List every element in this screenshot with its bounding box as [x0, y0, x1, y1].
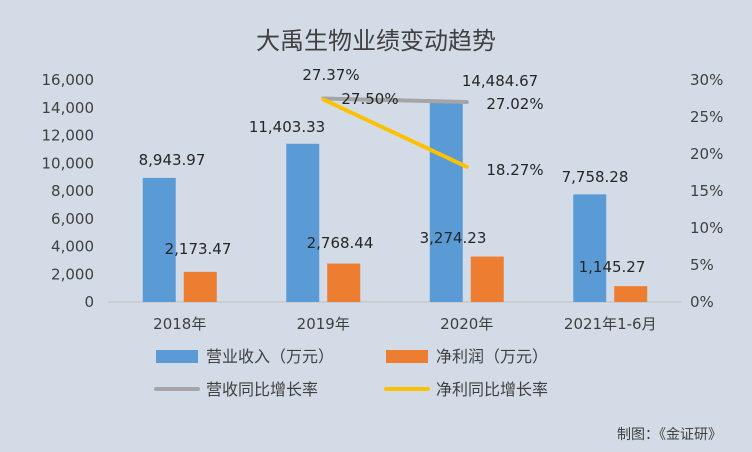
revenue-growth-line [321, 96, 469, 105]
revenue-bar [573, 194, 607, 302]
legend-swatch [386, 350, 428, 363]
x-tick-label: 2018年 [153, 315, 206, 333]
profit-growth-line [321, 97, 469, 169]
net-profit-bar [327, 263, 361, 302]
y-right-tick-label: 15% [690, 182, 723, 200]
revenue-data-label: 8,943.97 [139, 151, 206, 169]
net-profit-data-label: 1,145.27 [579, 258, 646, 276]
y-right-tick-label: 5% [690, 256, 714, 274]
revenue-data-label: 11,403.33 [249, 118, 325, 136]
net-profit-bar [470, 256, 504, 302]
legend-swatch [156, 350, 198, 363]
revenue-bar [429, 101, 463, 302]
legend-label: 营业收入（万元） [206, 347, 334, 366]
y-left-tick-label: 8,000 [51, 182, 94, 200]
chart-credit: 制图：《金证研》 [617, 427, 722, 443]
revenue-bar [142, 177, 176, 302]
y-left-tick-label: 6,000 [51, 210, 94, 228]
net-profit-bar [614, 286, 648, 302]
legend-label: 营收同比增长率 [206, 380, 318, 399]
y-right-tick-label: 10% [690, 219, 723, 237]
revenue-growth-data-label: 27.50% [341, 90, 398, 108]
revenue-data-label: 14,484.67 [462, 72, 538, 90]
revenue-growth-data-label: 27.02% [486, 95, 543, 113]
x-tick-label: 2020年 [440, 315, 493, 333]
y-right-tick-label: 0% [690, 293, 714, 311]
y-left-tick-label: 12,000 [42, 127, 95, 145]
net-profit-data-label: 2,768.44 [307, 234, 374, 252]
y-left-tick-label: 0 [84, 293, 94, 311]
x-tick-label: 2021年1-6月 [564, 315, 657, 333]
profit-growth-data-label: 27.37% [302, 66, 359, 84]
legend-label: 净利润（万元） [436, 347, 548, 366]
x-tick-label: 2019年 [297, 315, 350, 333]
revenue-data-label: 7,758.28 [562, 168, 629, 186]
y-left-tick-label: 10,000 [42, 154, 95, 172]
net-profit-data-label: 3,274.23 [420, 229, 487, 247]
chart-title: 大禹生物业绩变动趋势 [256, 27, 496, 55]
y-left-tick-label: 2,000 [51, 265, 94, 283]
net-profit-data-label: 2,173.47 [165, 240, 232, 258]
revenue-bar [286, 143, 320, 302]
y-right-tick-label: 20% [690, 145, 723, 163]
y-left-tick-label: 16,000 [42, 71, 95, 89]
y-right-tick-label: 25% [690, 108, 723, 126]
y-right-tick-label: 30% [690, 71, 723, 89]
y-left-tick-label: 4,000 [51, 238, 94, 256]
net-profit-bar [183, 271, 217, 302]
profit-growth-data-label: 18.27% [486, 161, 543, 179]
legend-label: 净利同比增长率 [436, 380, 548, 399]
y-left-tick-label: 14,000 [42, 99, 95, 117]
